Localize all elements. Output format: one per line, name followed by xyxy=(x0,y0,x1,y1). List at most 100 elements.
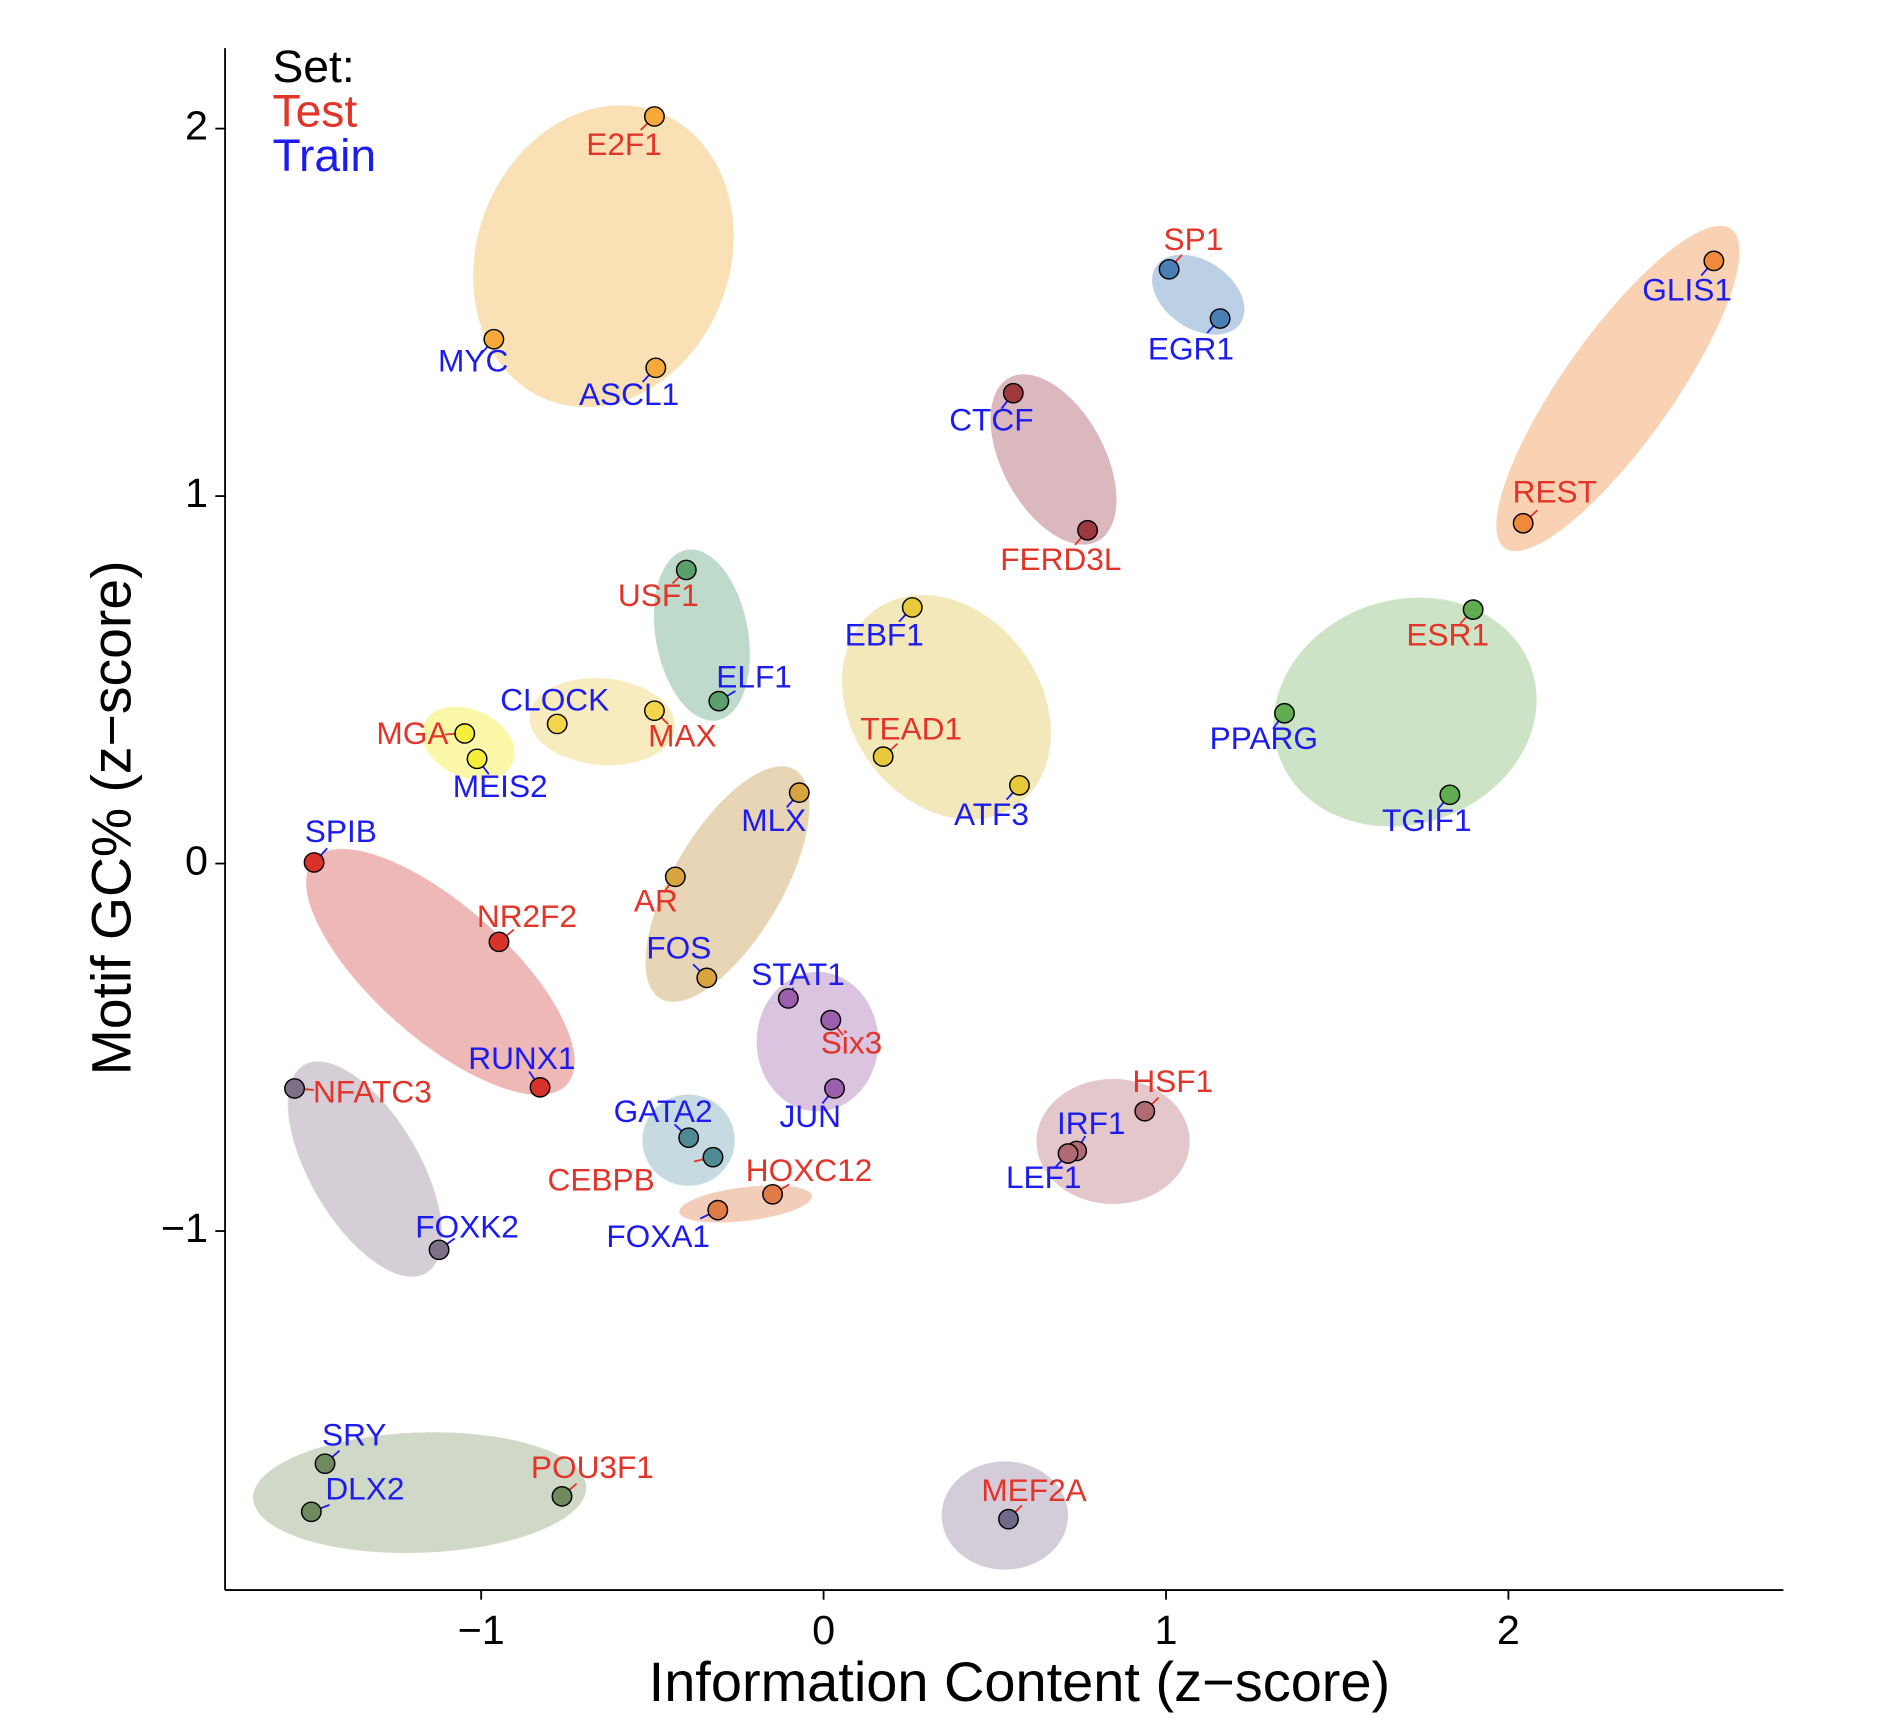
cluster xyxy=(990,374,1117,545)
point-label: EBF1 xyxy=(845,618,924,653)
cluster xyxy=(841,594,1051,820)
point-label: AR xyxy=(634,884,678,919)
point-label: FERD3L xyxy=(1000,542,1121,577)
point xyxy=(466,748,488,770)
cluster xyxy=(645,766,810,1002)
point xyxy=(675,559,697,581)
point-label: USF1 xyxy=(618,578,699,613)
x-axis-title: Information Content (z−score) xyxy=(649,1651,1391,1713)
point xyxy=(708,690,730,712)
point-label: CLOCK xyxy=(500,683,609,718)
point xyxy=(1703,250,1725,272)
point xyxy=(678,1127,700,1149)
point-label: DLX2 xyxy=(325,1472,404,1507)
point xyxy=(901,597,923,618)
point xyxy=(284,1078,306,1099)
point xyxy=(824,1078,846,1099)
point xyxy=(643,700,665,722)
point xyxy=(1008,774,1030,796)
point xyxy=(428,1239,450,1261)
legend-entry: Train xyxy=(272,129,376,181)
cluster xyxy=(1273,597,1537,827)
point xyxy=(702,1146,724,1168)
point xyxy=(1002,382,1024,404)
point xyxy=(664,866,686,888)
cluster xyxy=(421,706,515,780)
point xyxy=(696,967,718,989)
point xyxy=(707,1199,729,1221)
point-label: JUN xyxy=(779,1099,840,1134)
x-tick-label: −1 xyxy=(458,1607,505,1653)
point-label: REST xyxy=(1513,475,1597,510)
y-tick-label: 2 xyxy=(185,103,208,149)
point-label: SRY xyxy=(322,1418,386,1453)
point xyxy=(488,931,510,953)
point-label: ESR1 xyxy=(1406,618,1489,653)
point xyxy=(1057,1143,1079,1164)
point-label: IRF1 xyxy=(1057,1106,1126,1141)
point-label: MEIS2 xyxy=(453,769,548,804)
y-axis-title: Motif GC% (z−score) xyxy=(80,561,142,1076)
point-label: CEBPB xyxy=(547,1163,654,1198)
point-label: HOXC12 xyxy=(746,1153,873,1188)
point xyxy=(643,106,665,127)
point xyxy=(303,852,325,873)
point xyxy=(788,782,810,803)
point-label: MEF2A xyxy=(981,1473,1086,1508)
cluster xyxy=(473,105,734,408)
cluster xyxy=(306,848,575,1095)
x-tick-label: 2 xyxy=(1497,1607,1520,1653)
point-label: SP1 xyxy=(1164,222,1224,257)
point xyxy=(1462,599,1484,620)
point xyxy=(998,1508,1019,1530)
point xyxy=(1274,702,1295,724)
point-label: ELF1 xyxy=(716,660,792,695)
point-label: Six3 xyxy=(821,1026,883,1061)
cluster-ellipses xyxy=(253,105,1740,1570)
point xyxy=(314,1453,336,1475)
x-tick-label: 1 xyxy=(1155,1607,1178,1653)
cluster xyxy=(287,1061,443,1277)
point xyxy=(1209,308,1231,329)
point xyxy=(872,746,894,767)
cluster xyxy=(529,678,675,766)
point xyxy=(820,1009,842,1031)
y-tick-label: 1 xyxy=(185,470,208,516)
point xyxy=(546,713,568,735)
point-label: FOXK2 xyxy=(415,1210,519,1245)
point-label: POU3F1 xyxy=(531,1450,654,1485)
legend-entry: Test xyxy=(272,85,357,137)
point xyxy=(551,1486,573,1507)
point-label: RUNX1 xyxy=(468,1041,575,1076)
point-label: GLIS1 xyxy=(1642,273,1732,308)
point-label: ATF3 xyxy=(954,797,1029,832)
point xyxy=(529,1077,551,1098)
point-label: NR2F2 xyxy=(477,899,577,934)
cluster xyxy=(1496,225,1740,552)
point-label: HSF1 xyxy=(1132,1064,1213,1099)
point-label: TEAD1 xyxy=(860,712,962,747)
point-label: CTCF xyxy=(949,402,1033,437)
point-label: FOXA1 xyxy=(606,1219,710,1254)
point-label: PPARG xyxy=(1210,721,1318,756)
point xyxy=(1512,512,1534,534)
point-label: MGA xyxy=(376,716,448,751)
point-label: E2F1 xyxy=(586,127,662,162)
point xyxy=(1134,1100,1156,1122)
point-label: EGR1 xyxy=(1148,331,1234,366)
legend-title: Set: xyxy=(272,40,354,92)
point-label: GATA2 xyxy=(614,1094,713,1129)
y-tick-label: −1 xyxy=(161,1205,208,1251)
cluster xyxy=(253,1432,587,1554)
point xyxy=(483,328,505,350)
point-label: SPIB xyxy=(305,814,377,849)
point xyxy=(762,1183,784,1205)
point xyxy=(1158,258,1180,280)
point-label: NFATC3 xyxy=(313,1075,432,1110)
point xyxy=(454,723,476,744)
point-label: MLX xyxy=(741,803,806,838)
point-label: ASCL1 xyxy=(579,377,679,412)
point xyxy=(777,988,799,1009)
